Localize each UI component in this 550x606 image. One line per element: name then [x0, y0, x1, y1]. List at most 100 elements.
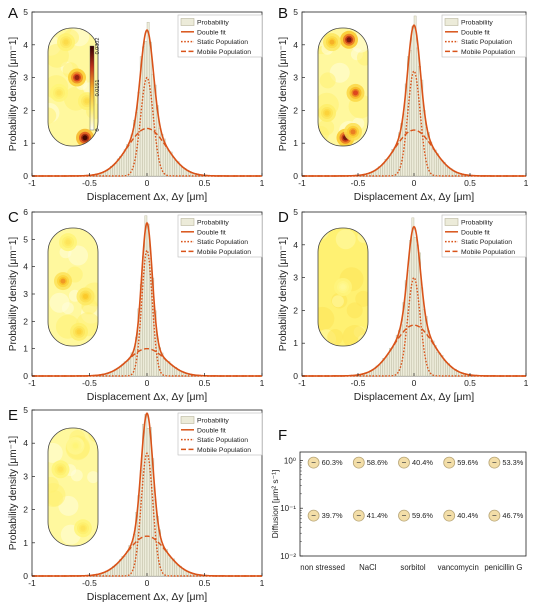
x-tick-label: 0.5 [199, 178, 211, 188]
heatmap-hotspot [83, 293, 88, 299]
histogram-bar [181, 167, 184, 177]
y-axis-label: Probability density [μm⁻1] [8, 237, 19, 352]
y-tick-label: 5 [23, 7, 28, 17]
histogram-bar [431, 340, 435, 377]
static-population-curve [32, 452, 262, 577]
heatmap-blob [318, 306, 335, 331]
histogram-bar [377, 365, 381, 377]
y-tick-label: 10⁰ [284, 456, 296, 465]
y-tick-label: 4 [23, 40, 28, 50]
y-tick-label: 1 [23, 138, 28, 148]
heatmap-hotspot [82, 135, 88, 141]
x-tick-label: 0 [412, 378, 417, 388]
histogram-bar [119, 366, 122, 377]
panel-letter-A: A [8, 5, 18, 22]
histogram-bar [109, 568, 113, 577]
histogram-bar [393, 147, 397, 177]
y-tick-label: 0 [23, 371, 28, 381]
histogram-bar [174, 160, 178, 177]
fraction-label: 53.3% [502, 458, 523, 467]
y-tick-label: 0 [23, 571, 28, 581]
histogram-bar [391, 346, 395, 377]
x-tick-label: 0 [145, 178, 150, 188]
heatmap-blob [327, 329, 344, 346]
panel-F: 10⁰ 10⁻¹ 10⁻² Diffusion [μm² s⁻¹] non stress… [270, 451, 527, 572]
heatmap-blob [49, 292, 70, 313]
double-fit-curve [32, 29, 262, 177]
mobile-population-curve [302, 129, 526, 177]
histogram-bar [413, 236, 417, 377]
histogram-bar [384, 357, 388, 377]
fraction-label: 60.3% [322, 458, 343, 467]
heatmap-inset [48, 228, 98, 346]
x-tick-label: -0.5 [82, 178, 97, 188]
y-axis-label: Probability density [μm⁻1] [278, 237, 289, 352]
x-tick-label: 1 [260, 178, 265, 188]
heatmap-blob [335, 229, 356, 250]
y-tick-label: 2 [23, 505, 28, 515]
legend-label: Double fit [461, 229, 490, 236]
heatmap-blob [331, 295, 344, 308]
legend-label: Double fit [197, 229, 226, 236]
histogram-bar [151, 73, 155, 177]
x-axis-label: Displacement Δx, Δy [μm] [87, 591, 208, 603]
x-tick-label: 0 [145, 378, 150, 388]
panel-C: -1 -0.5 0 0.5 1 0 1 2 3 4 5 6 Displacement Δx, Δy [μ… [8, 207, 265, 403]
legend-label: Double fit [461, 29, 490, 36]
x-axis-label: Displacement Δx, Δy [μm] [87, 391, 208, 403]
x-tick-label: 0 [412, 178, 417, 188]
histogram-bar [114, 163, 118, 177]
histogram-bar [393, 344, 397, 377]
heatmap-blob [319, 72, 336, 89]
fraction-label: 39.7% [322, 511, 343, 520]
x-tick-label: 0.5 [464, 378, 476, 388]
legend-label: Mobile Population [461, 249, 515, 256]
x-tick-label: -1 [298, 178, 306, 188]
y-tick-label: 10⁻¹ [280, 504, 296, 513]
x-axis-label: Displacement Δx, Δy [μm] [87, 191, 208, 203]
legend-label: Probability [461, 20, 493, 27]
bacterium-outline [317, 27, 369, 147]
y-tick-label: 1 [23, 344, 28, 354]
heatmap-blob [355, 290, 368, 307]
bacterium-outline [317, 227, 369, 347]
histogram-bar [438, 158, 442, 177]
heatmap-blob [48, 442, 63, 463]
histogram-bar [144, 41, 148, 177]
legend-swatch-probability [444, 218, 459, 226]
legend-label: Mobile Population [197, 447, 251, 454]
histogram-bar [438, 352, 442, 377]
x-tick-label: 1 [524, 378, 529, 388]
y-tick-label: 6 [23, 207, 28, 217]
y-axis-label: Probability density [μm⁻1] [278, 37, 289, 152]
histogram-bar [165, 360, 168, 377]
histogram-bar [123, 149, 127, 177]
histogram-bar [445, 165, 448, 177]
x-tick-label: -1 [28, 578, 36, 588]
panel-E: -1 -0.5 0 0.5 1 0 1 2 3 4 5 Displacement Δx, Δy [μm… [8, 405, 265, 603]
heatmap-hotspot [340, 284, 346, 290]
legend-swatch-probability [180, 416, 195, 424]
histogram-bar [128, 357, 132, 377]
legend-label: Double fit [197, 29, 226, 36]
panel-A: -1 -0.5 0 0.5 1 0 1 2 3 4 5 Displacement Δx, Δy [μm… [8, 7, 265, 203]
y-tick-label: 4 [23, 438, 28, 448]
heatmap-hotspot [56, 90, 62, 96]
histogram-bar [167, 555, 171, 577]
colorbar-tick-label: 0.0151 [95, 80, 101, 97]
histogram-bar [174, 562, 178, 577]
fraction-label: 46.7% [502, 511, 523, 520]
heatmap-inset [48, 428, 98, 546]
y-tick-label: 0 [23, 171, 28, 181]
heatmap-hotspot [346, 37, 352, 43]
heatmap-hotspot [65, 239, 71, 245]
heatmap-blob [87, 471, 98, 484]
panel-D: -1 -0.5 0 0.5 1 0 1 2 3 4 5 Displacement Δx, Δy [μm… [278, 207, 529, 403]
histogram-bar [395, 144, 399, 177]
x-tick-label: -0.5 [351, 378, 366, 388]
y-axis-label: Diffusion [μm² s⁻¹] [270, 470, 280, 539]
histogram-bar [149, 41, 152, 177]
x-tick-label: penicillin G [484, 563, 522, 572]
panel-B: -1 -0.5 0 0.5 1 0 1 2 3 4 5 Displacement Δx, Δy [μm… [278, 7, 529, 203]
